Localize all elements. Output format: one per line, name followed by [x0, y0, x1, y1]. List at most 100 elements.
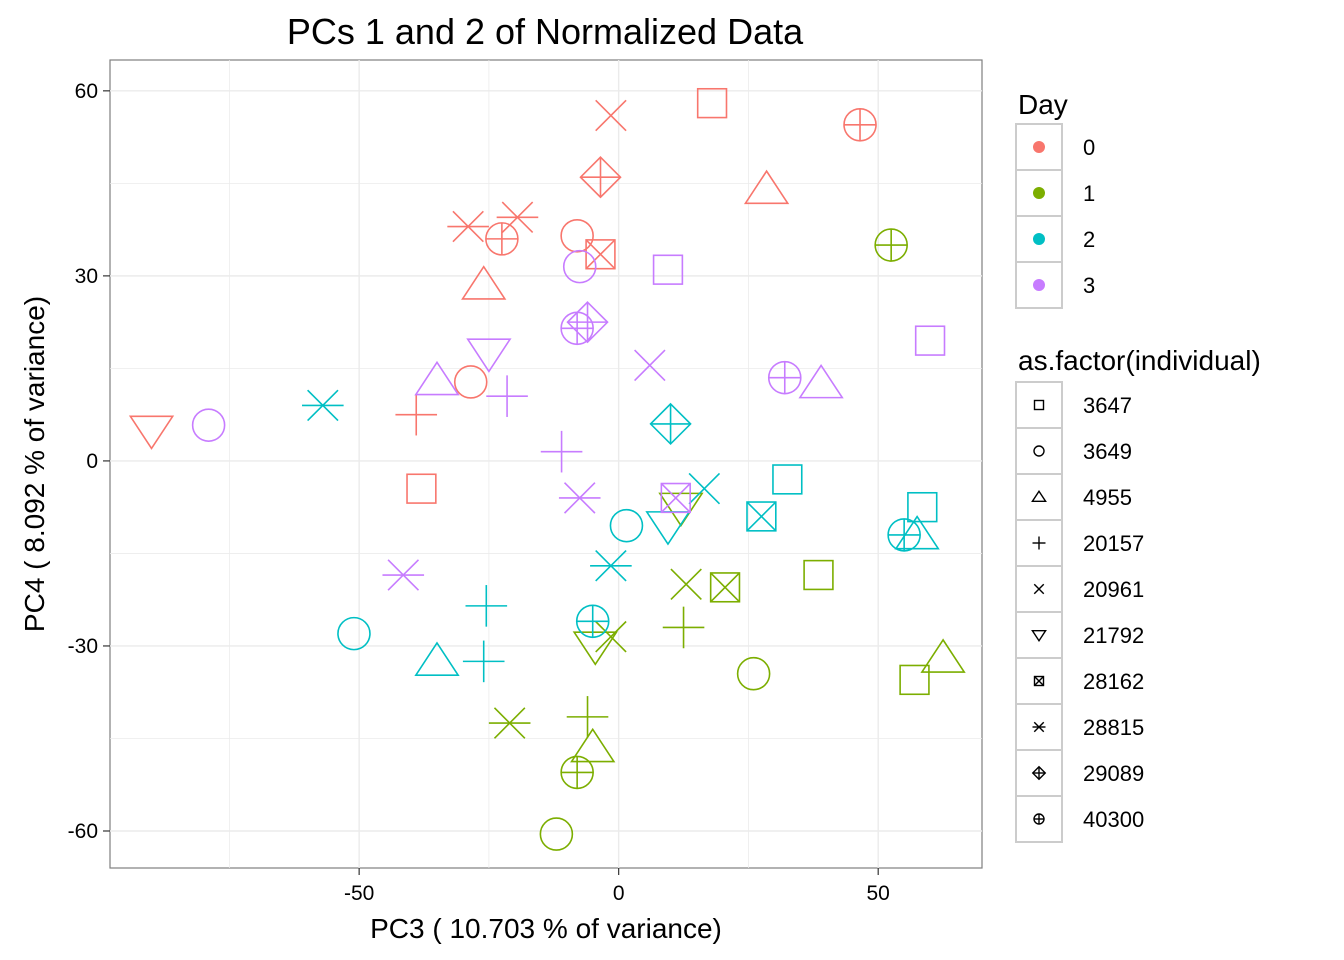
legend-individual-title: as.factor(individual): [1018, 345, 1261, 376]
data-point: [743, 169, 790, 205]
data-point: [843, 107, 877, 142]
legend-day-item: 1: [1015, 169, 1095, 217]
data-point: [414, 641, 460, 676]
legend-individual-item: 3647: [1015, 381, 1132, 429]
legend-individual-label: 3647: [1083, 393, 1132, 418]
data-points: [128, 87, 966, 851]
data-point: [803, 559, 834, 591]
legend-individual: as.factor(individual) 3647 3649 4955 20157 20…: [1015, 345, 1261, 843]
data-point: [595, 99, 627, 132]
data-point: [709, 572, 741, 603]
data-point: [465, 585, 508, 627]
data-point: [887, 518, 921, 552]
data-point: [485, 222, 519, 256]
data-point: [447, 210, 489, 243]
data-point: [894, 515, 940, 550]
data-point: [590, 550, 632, 582]
chart-title: PCs 1 and 2 of Normalized Data: [287, 11, 804, 52]
legend-individual-label: 40300: [1083, 807, 1144, 832]
data-point: [688, 472, 721, 505]
legend-individual-label: 20157: [1083, 531, 1144, 556]
data-point: [566, 301, 609, 344]
data-point: [488, 707, 531, 739]
data-point: [662, 606, 705, 649]
data-point: [562, 249, 597, 284]
legend-individual-item: 28162: [1015, 657, 1144, 705]
legend-individual-label: 28162: [1083, 669, 1144, 694]
legend-day-label: 1: [1083, 181, 1095, 206]
legend-individual-item: 3649: [1015, 427, 1132, 475]
legend-individual-item: 29089: [1015, 749, 1144, 797]
data-point: [461, 265, 507, 300]
data-point: [191, 408, 226, 442]
data-point: [634, 349, 666, 382]
data-point: [570, 727, 616, 763]
data-point: [595, 620, 627, 653]
data-point: [579, 156, 622, 199]
data-point: [558, 482, 601, 514]
y-tick-label: -30: [68, 635, 98, 658]
data-point: [652, 254, 684, 285]
legend-individual-item: 20157: [1015, 519, 1144, 567]
data-point: [660, 482, 691, 514]
x-axis-title: PC3 ( 10.703 % of variance): [370, 913, 722, 944]
data-point: [395, 393, 438, 436]
legend-day-label: 3: [1083, 273, 1095, 298]
y-tick-label: 60: [75, 80, 98, 103]
data-point: [539, 817, 574, 851]
data-point: [585, 239, 616, 270]
grid-lines: [110, 60, 982, 868]
data-point: [560, 218, 594, 253]
data-point: [453, 365, 488, 399]
data-point: [466, 338, 512, 373]
data-point: [540, 430, 583, 473]
data-point: [772, 464, 803, 495]
data-point: [462, 640, 505, 683]
axes: -50 0 50 -60 -30 0 30 60: [68, 80, 890, 905]
x-tick-label: 50: [867, 882, 890, 905]
legend-day-item: 3: [1015, 261, 1095, 309]
legend-individual-item: 40300: [1015, 795, 1144, 843]
data-point: [767, 360, 802, 395]
data-point: [560, 755, 594, 790]
legend-individual-label: 20961: [1083, 577, 1144, 602]
data-point: [736, 656, 771, 691]
plot-panel: [109, 59, 983, 869]
data-point: [907, 491, 938, 523]
legend-individual-label: 21792: [1083, 623, 1144, 648]
y-tick-label: 0: [86, 450, 98, 473]
data-point: [560, 311, 594, 346]
legend-day-item: 2: [1015, 215, 1095, 263]
data-point: [566, 696, 609, 738]
legend-individual-label: 3649: [1083, 439, 1132, 464]
data-point: [406, 473, 437, 504]
y-axis-title: PC4 ( 8.092 % of variance): [19, 296, 50, 632]
legend-day-label: 0: [1083, 135, 1095, 160]
data-point: [899, 664, 930, 696]
data-point: [670, 568, 702, 601]
legend-individual-item: 21792: [1015, 611, 1144, 659]
legend-day: Day 0 1 2 3: [1015, 89, 1095, 309]
data-point: [496, 201, 539, 234]
legend-day-label: 2: [1083, 227, 1095, 252]
data-point: [486, 375, 528, 417]
data-point: [649, 402, 692, 446]
data-point: [920, 638, 966, 673]
x-tick-label: -50: [344, 882, 374, 905]
data-point: [128, 415, 175, 450]
data-point: [798, 363, 844, 399]
data-point: [337, 616, 371, 651]
data-point: [572, 631, 618, 666]
data-point: [302, 389, 344, 422]
data-point: [382, 559, 425, 591]
data-point: [874, 228, 908, 262]
y-tick-label: -60: [68, 820, 98, 843]
data-point: [609, 508, 644, 543]
data-point: [414, 360, 460, 396]
legend-individual-label: 29089: [1083, 761, 1144, 786]
legend-day-title: Day: [1018, 89, 1068, 120]
data-point: [575, 604, 610, 639]
data-point: [696, 87, 728, 119]
legend-individual-label: 4955: [1083, 485, 1132, 510]
